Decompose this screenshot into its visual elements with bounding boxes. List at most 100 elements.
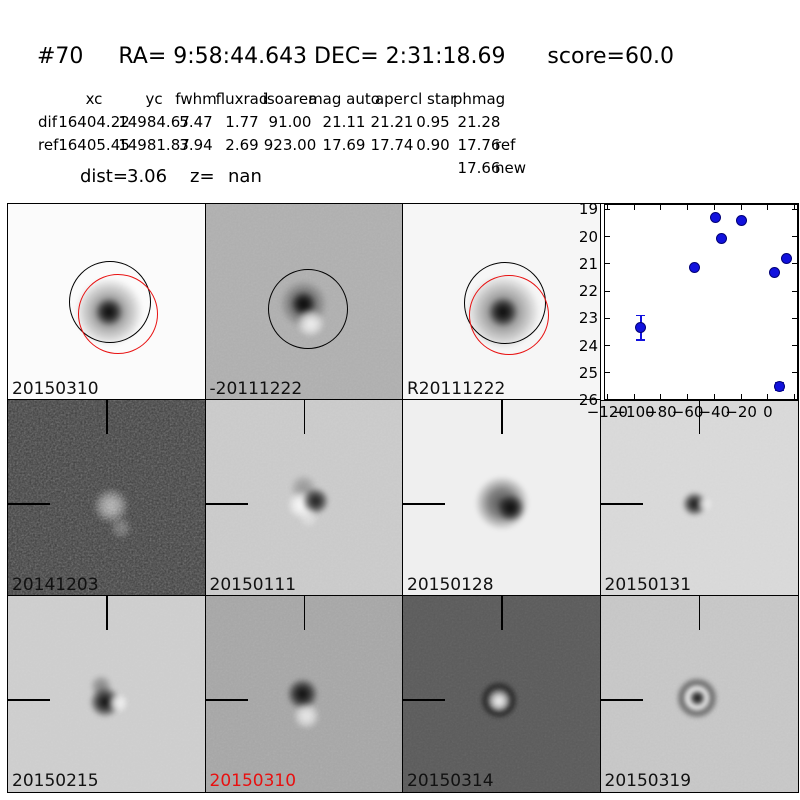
cutout-date-label: 20150314 <box>407 771 494 791</box>
axis-tick <box>606 205 608 210</box>
table-value: 17.69 <box>322 136 366 154</box>
table-value: 17.74 <box>370 136 414 154</box>
data-point <box>774 380 786 392</box>
axis-tick <box>792 263 797 265</box>
data-point <box>688 262 700 274</box>
column-header: isoarea <box>262 90 318 108</box>
light-source-blob <box>106 691 130 715</box>
y-tick-label: 21 <box>578 254 598 273</box>
axis-tick <box>660 205 662 210</box>
y-tick-label: 23 <box>578 309 598 328</box>
table-value: 1.77 <box>225 113 259 131</box>
cutout-date-label: 20150319 <box>604 771 692 791</box>
table-value: 14984.67 <box>118 113 190 131</box>
cutout-panel-20150310: 20150310 <box>204 595 404 793</box>
axis-tick <box>792 372 797 374</box>
row-label: ref <box>38 136 59 154</box>
y-tick-label: 22 <box>578 282 598 301</box>
cutout-date-label: 20150131 <box>604 575 692 595</box>
cutout-date-label: 20141203 <box>12 575 99 595</box>
lightcurve-plot: −120 −100 −80 −60 −40 −20 0 19 20 21 22 23 24 25 26 <box>579 200 799 421</box>
crosshair-tick-top <box>698 596 700 630</box>
crosshair-tick-top <box>698 400 700 434</box>
table-value: 5.47 <box>179 113 213 131</box>
crosshair-tick-left <box>205 699 248 701</box>
crosshair-tick-left <box>8 699 50 701</box>
axis-tick <box>794 205 796 210</box>
table-value: 0.95 <box>416 113 450 131</box>
axis-tick <box>606 394 608 399</box>
data-point <box>635 322 647 334</box>
axis-tick <box>660 394 662 399</box>
light-source-blob <box>486 688 512 714</box>
dist-label: dist= <box>80 166 128 187</box>
y-tick-label: 26 <box>578 391 598 409</box>
dark-source-blob <box>299 485 332 517</box>
cutout-panel-20150128: 20150128 <box>402 399 602 597</box>
axis-tick <box>605 236 610 238</box>
cutout-panel-20150131: 20150131 <box>599 399 799 597</box>
x-tick-label: 0 <box>763 403 773 421</box>
candidate-title: #70 RA= 9:58:44.643 DEC= 2:31:18.69 scor… <box>37 44 674 69</box>
cutout-date-label: 20150215 <box>12 771 99 791</box>
axis-tick <box>792 236 797 238</box>
y-tick-label: 24 <box>578 336 598 355</box>
axis-tick <box>605 290 610 292</box>
redshift-value: nan <box>228 166 262 187</box>
axis-tick <box>792 208 797 211</box>
error-bar-cap <box>636 314 646 317</box>
cutout-panel-20141203: 20141203 <box>7 399 207 597</box>
residual-ring <box>482 683 516 717</box>
cutout-panel-20150215: 20150215 <box>7 595 207 793</box>
crosshair-tick-left <box>403 699 445 701</box>
dist-value: 3.06 <box>127 166 168 187</box>
row-label: dif <box>38 113 57 131</box>
cutout-panel-20111222: -20111222 <box>204 203 404 401</box>
axis-tick <box>633 205 635 210</box>
table-value: 21.28 <box>457 113 501 131</box>
column-header: yc <box>145 90 163 108</box>
axis-tick <box>605 372 610 374</box>
table-value: 3.94 <box>179 136 213 154</box>
light-source-blob <box>296 506 321 530</box>
data-point <box>710 212 722 224</box>
table-value: 16404.22 <box>58 113 130 131</box>
axis-tick <box>605 399 610 401</box>
extra-phmag-suffix: new <box>495 159 527 177</box>
y-tick-label: 19 <box>578 200 598 219</box>
axis-tick <box>713 205 715 210</box>
aperture-circle-red <box>78 274 158 354</box>
axis-tick <box>792 290 797 292</box>
cutout-panel-20150314: 20150314 <box>402 595 602 793</box>
cutout-date-label: 20150310 <box>209 771 297 791</box>
data-point <box>781 252 793 264</box>
error-bar-cap <box>636 339 646 341</box>
column-header: cl star <box>409 90 457 108</box>
light-source-blob <box>108 515 134 541</box>
cutout-date-label: R20111222 <box>407 379 506 399</box>
column-header: fwhm <box>175 90 217 108</box>
light-source-blob <box>290 700 323 732</box>
cutout-date-label: 20150111 <box>209 575 297 595</box>
data-point <box>715 232 727 244</box>
crosshair-tick-left <box>600 699 643 701</box>
axis-tick <box>767 394 769 399</box>
axis-tick <box>687 394 689 399</box>
cutout-panel-20150111: 20150111 <box>204 399 404 597</box>
axis-tick <box>633 394 635 399</box>
crosshair-tick-left <box>600 503 643 505</box>
aperture-circle-red <box>469 275 549 355</box>
crosshair-tick-left <box>8 503 50 505</box>
column-header: fluxrad <box>215 90 269 108</box>
column-header: xc <box>85 90 103 108</box>
cutout-date-label: 20150310 <box>12 379 99 399</box>
crosshair-tick-top <box>501 400 503 434</box>
x-tick-label: −40 <box>698 403 731 421</box>
light-source-blob <box>695 494 714 514</box>
residual-ring <box>677 679 716 717</box>
data-point <box>735 214 747 226</box>
axis-tick <box>740 205 742 210</box>
cutout-panel-20150319: 20150319 <box>599 595 799 793</box>
dark-source-blob <box>495 492 527 524</box>
y-tick-label: 20 <box>578 227 598 246</box>
